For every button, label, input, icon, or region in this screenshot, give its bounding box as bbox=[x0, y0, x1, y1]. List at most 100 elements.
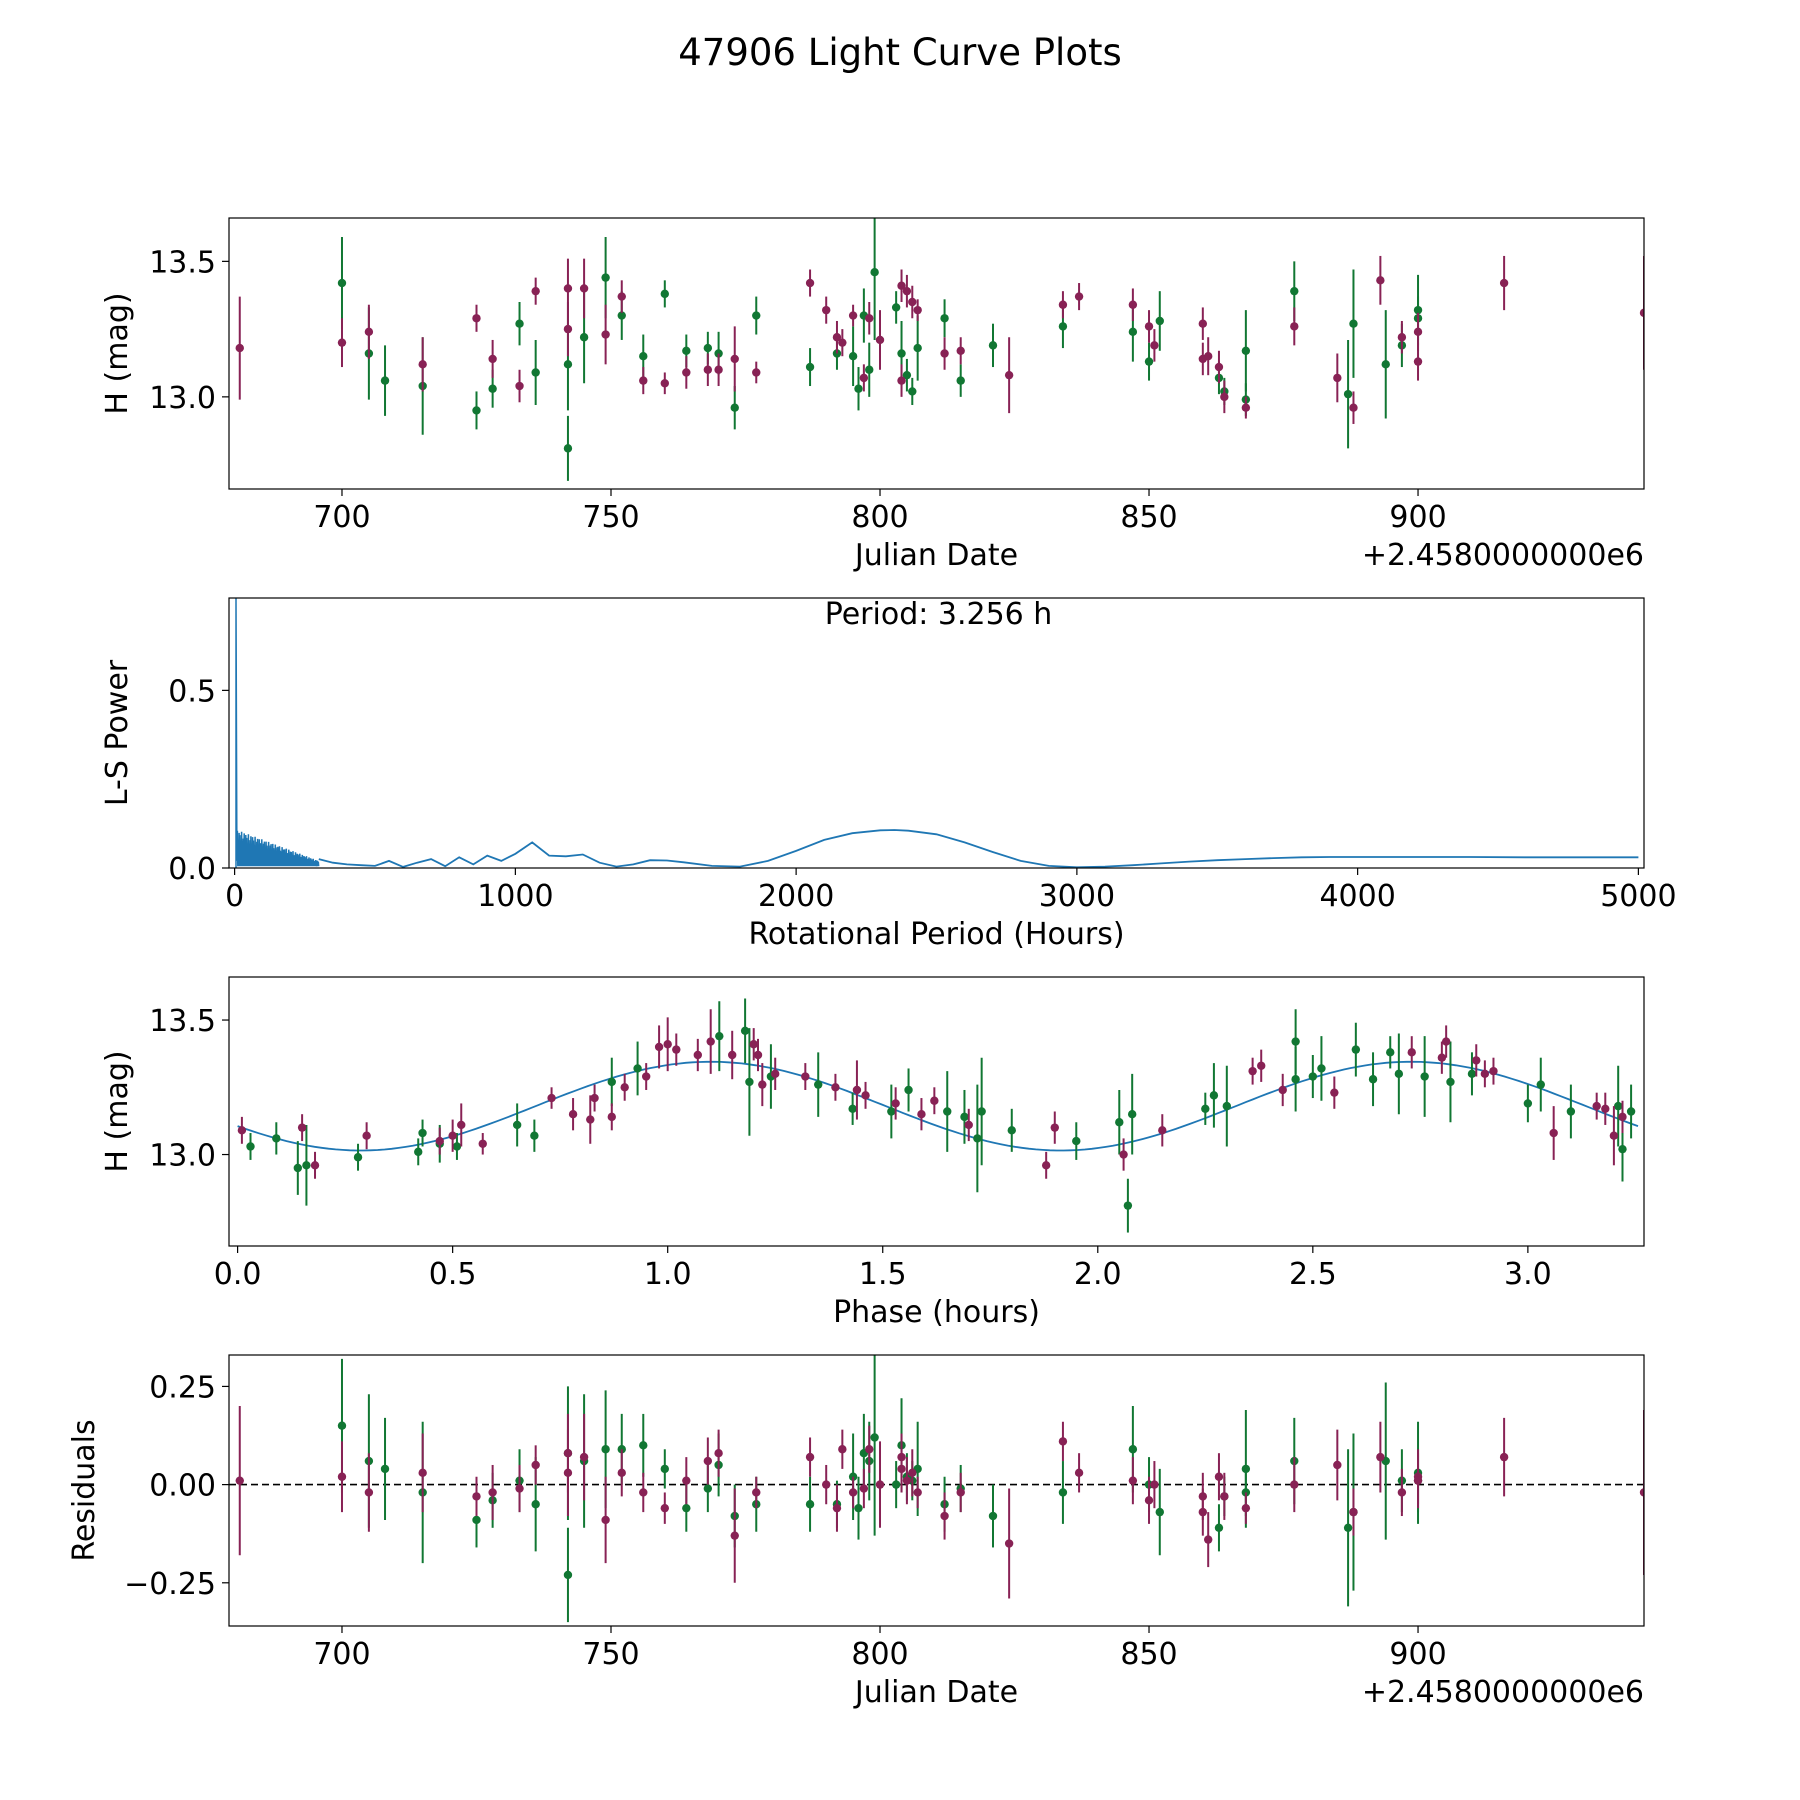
green-data-point bbox=[1394, 1069, 1404, 1079]
magenta-data-point bbox=[1050, 1123, 1059, 1132]
green-data-point bbox=[1317, 1064, 1326, 1073]
magenta-data-point bbox=[418, 1468, 427, 1478]
green-data-point bbox=[1123, 1201, 1133, 1210]
magenta-data-point bbox=[1248, 1066, 1257, 1076]
green-data-point bbox=[607, 1077, 616, 1087]
magenta-data-point bbox=[730, 354, 739, 364]
magenta-data-point bbox=[917, 1109, 926, 1119]
magenta-data-point bbox=[235, 343, 244, 353]
plot-area bbox=[237, 998, 1639, 1233]
magenta-data-point bbox=[838, 338, 847, 347]
green-data-point bbox=[1058, 1488, 1068, 1497]
magenta-data-point bbox=[563, 324, 573, 334]
green-data-point bbox=[1386, 1048, 1395, 1057]
y-tick-label: 13.0 bbox=[149, 1139, 216, 1174]
green-data-point bbox=[1127, 1109, 1137, 1119]
green-data-point bbox=[1536, 1080, 1545, 1089]
x-axis-offset-label: +2.4580000000e6 bbox=[1362, 1675, 1644, 1710]
x-tick-label: 850 bbox=[1120, 500, 1177, 535]
magenta-data-point bbox=[1349, 1507, 1358, 1517]
magenta-data-point bbox=[1150, 1480, 1159, 1489]
magenta-data-point bbox=[1376, 276, 1385, 285]
y-tick-label: −0.25 bbox=[124, 1567, 216, 1602]
green-data-point bbox=[1241, 346, 1251, 355]
magenta-data-point bbox=[1144, 322, 1154, 331]
magenta-data-point bbox=[639, 376, 648, 385]
green-data-point bbox=[848, 1104, 857, 1114]
magenta-data-point bbox=[902, 286, 912, 296]
green-data-point bbox=[531, 368, 540, 377]
green-data-point bbox=[579, 333, 589, 342]
magenta-data-point bbox=[1158, 1126, 1167, 1135]
magenta-data-point bbox=[913, 305, 922, 315]
green-data-point bbox=[272, 1134, 281, 1143]
x-axis-label: Phase (hours) bbox=[833, 1295, 1040, 1330]
green-data-point bbox=[1420, 1072, 1429, 1081]
green-data-point bbox=[1072, 1136, 1081, 1146]
green-data-point bbox=[380, 376, 390, 385]
magenta-data-point bbox=[682, 368, 691, 377]
magenta-data-point bbox=[1618, 1112, 1627, 1122]
magenta-data-point bbox=[753, 1050, 763, 1060]
x-tick-label: 900 bbox=[1389, 1637, 1446, 1672]
magenta-data-point bbox=[1472, 1056, 1481, 1065]
magenta-data-point bbox=[693, 1050, 702, 1060]
green-data-point bbox=[865, 365, 874, 374]
green-data-point bbox=[913, 343, 922, 353]
x-axis-label: Julian Date bbox=[853, 538, 1018, 573]
green-data-point bbox=[682, 1503, 691, 1513]
magenta-data-point bbox=[848, 311, 858, 320]
green-data-point bbox=[1626, 1107, 1636, 1116]
magenta-data-point bbox=[620, 1083, 629, 1092]
magenta-data-point bbox=[1437, 1053, 1447, 1062]
magenta-data-point bbox=[1150, 341, 1159, 350]
green-data-point bbox=[730, 403, 739, 412]
magenta-data-point bbox=[660, 1503, 669, 1513]
green-data-point bbox=[452, 1142, 462, 1151]
green-data-point bbox=[703, 1484, 713, 1493]
magenta-data-point bbox=[297, 1123, 307, 1132]
magenta-data-point bbox=[672, 1045, 681, 1054]
y-tick-label: 0.5 bbox=[168, 674, 216, 709]
green-data-point bbox=[988, 1511, 998, 1521]
green-data-point bbox=[1155, 1507, 1164, 1517]
green-data-point bbox=[1566, 1107, 1576, 1116]
magenta-data-point bbox=[488, 1488, 497, 1497]
green-data-point bbox=[943, 1107, 952, 1116]
magenta-data-point bbox=[703, 365, 713, 374]
magenta-data-point bbox=[1480, 1069, 1490, 1079]
plot-area bbox=[235, 218, 1644, 481]
magenta-data-point bbox=[1041, 1161, 1051, 1170]
magenta-data-point bbox=[1441, 1037, 1451, 1046]
green-data-point bbox=[887, 1107, 896, 1116]
green-data-point bbox=[854, 384, 863, 393]
green-data-point bbox=[660, 1464, 669, 1474]
magenta-data-point bbox=[531, 286, 540, 296]
magenta-data-point bbox=[1278, 1085, 1287, 1095]
green-data-point bbox=[1214, 1523, 1224, 1533]
magenta-data-point bbox=[852, 1085, 862, 1095]
green-data-point bbox=[854, 1503, 863, 1513]
green-data-point bbox=[617, 311, 626, 320]
green-data-point bbox=[740, 1026, 750, 1036]
magenta-data-point bbox=[601, 1515, 610, 1525]
magenta-data-point bbox=[1601, 1104, 1610, 1114]
green-data-point bbox=[752, 311, 761, 320]
magenta-data-point bbox=[1214, 362, 1224, 372]
green-data-point bbox=[1007, 1126, 1016, 1135]
green-data-point bbox=[337, 1421, 347, 1430]
green-data-point bbox=[563, 444, 573, 453]
periodogram-short-period-spikes bbox=[235, 598, 320, 868]
magenta-data-point bbox=[1592, 1101, 1601, 1111]
axes-frame bbox=[228, 1354, 1645, 1627]
phased-lightcurve-panel: 0.0 0.5 1.0 1.5 2.0 2.5 3.0 13.0 13.5 Phase (hour… bbox=[100, 976, 1645, 1330]
green-data-point bbox=[601, 273, 610, 282]
magenta-data-point bbox=[706, 1037, 715, 1046]
y-axis-label: H (mag) bbox=[100, 1050, 135, 1172]
magenta-data-point bbox=[805, 1452, 815, 1462]
magenta-data-point bbox=[897, 376, 906, 385]
magenta-data-point bbox=[1004, 370, 1014, 380]
y-tick-label: 13.5 bbox=[149, 1004, 216, 1039]
magenta-data-point bbox=[1413, 357, 1423, 366]
